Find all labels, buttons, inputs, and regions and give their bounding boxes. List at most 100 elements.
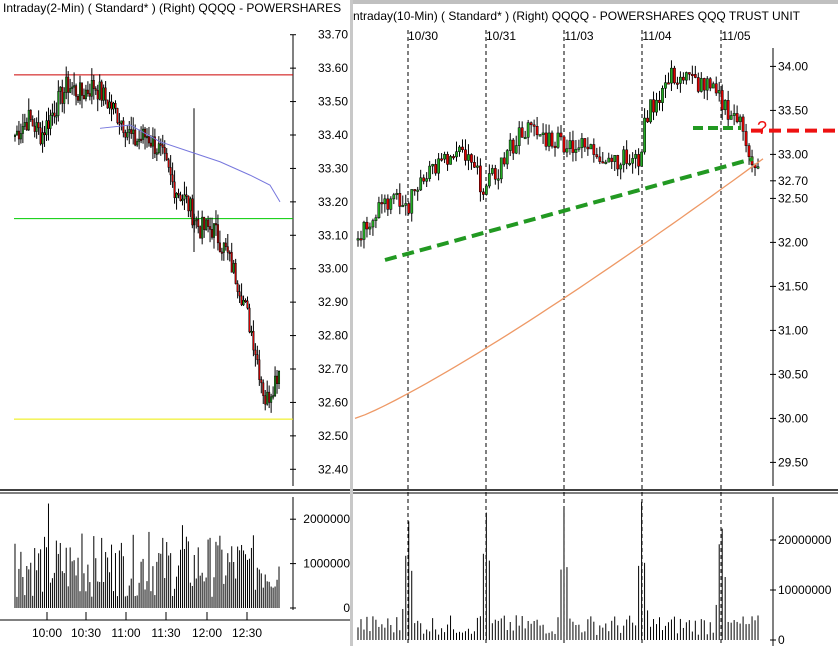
- candle: [502, 157, 506, 165]
- candle: [211, 229, 214, 238]
- price-tick-label: 31.50: [778, 279, 808, 293]
- candle: [511, 139, 515, 154]
- date-tick-label: 10/30: [408, 29, 438, 43]
- candle: [699, 78, 703, 92]
- moving-average-line: [99, 124, 281, 203]
- candle: [481, 191, 485, 195]
- candle: [80, 82, 83, 96]
- candle: [153, 136, 156, 154]
- candle: [732, 113, 736, 116]
- candle: [473, 162, 476, 168]
- price-tick-label: 33.00: [778, 147, 808, 161]
- candle: [667, 82, 670, 85]
- candle: [218, 242, 221, 253]
- candle: [702, 78, 706, 91]
- candle: [467, 154, 470, 161]
- candle: [276, 375, 279, 384]
- candle: [169, 167, 172, 176]
- candle: [266, 391, 269, 405]
- candle: [250, 330, 253, 333]
- price-tick-label: 33.60: [318, 61, 348, 75]
- candle: [371, 220, 375, 228]
- candle: [461, 146, 464, 151]
- candle: [189, 198, 192, 212]
- candle: [380, 202, 384, 205]
- price-tick-label: 32.50: [318, 429, 348, 443]
- candle: [181, 198, 184, 202]
- candle: [222, 242, 225, 253]
- candle: [756, 166, 760, 169]
- candle: [673, 67, 676, 84]
- candle: [556, 132, 560, 148]
- price-tick-label: 33.70: [318, 28, 348, 42]
- price-tick-label: 30.50: [778, 367, 808, 381]
- candle: [63, 92, 66, 104]
- window-titlebar[interactable]: [353, 0, 838, 4]
- date-tick-label: 11/03: [564, 29, 593, 43]
- price-tick-label: 34.00: [778, 59, 808, 73]
- price-tick-label: 33.20: [318, 195, 348, 209]
- candle: [159, 143, 162, 146]
- price-tick-label: 32.70: [318, 362, 348, 376]
- candle: [43, 132, 46, 136]
- candle: [398, 193, 402, 207]
- candle: [173, 181, 176, 199]
- candle: [413, 189, 417, 192]
- candle: [407, 203, 411, 214]
- candle: [676, 82, 679, 85]
- candle: [39, 127, 42, 145]
- date-tick-label: 11/05: [721, 29, 750, 43]
- candle: [100, 81, 103, 101]
- candle: [470, 154, 473, 163]
- candle: [643, 117, 646, 153]
- left-chart-svg[interactable]: 33.70 33.60 33.50 33.40 33.30 33.20 33.10 33.00…: [0, 0, 353, 646]
- candle: [260, 379, 263, 384]
- candle: [729, 115, 733, 120]
- candle: [586, 146, 590, 150]
- candle: [646, 117, 649, 123]
- candle: [577, 147, 581, 150]
- candle: [177, 193, 180, 196]
- candle: [693, 74, 697, 78]
- candle: [126, 131, 129, 138]
- candle: [652, 99, 655, 113]
- volume-tick-label: 10000000: [778, 583, 832, 597]
- candle: [216, 224, 219, 244]
- candle: [505, 150, 509, 165]
- candle: [720, 90, 724, 111]
- candle: [622, 149, 626, 166]
- price-tick-label: 32.60: [318, 395, 348, 409]
- candle: [264, 395, 267, 405]
- time-tick-label: 12:30: [232, 626, 262, 640]
- candle: [738, 116, 742, 123]
- candle: [431, 164, 435, 167]
- candle: [106, 99, 109, 109]
- candle: [136, 141, 139, 146]
- volume-tick-label: 2000000: [303, 512, 350, 526]
- candle: [389, 198, 393, 210]
- candle: [67, 76, 70, 93]
- candle: [33, 125, 36, 132]
- candle: [27, 109, 30, 131]
- candle: [452, 156, 455, 159]
- price-tick-label: 33.50: [318, 95, 348, 109]
- candle: [714, 83, 718, 94]
- candle: [53, 112, 56, 117]
- candle: [610, 157, 614, 162]
- candle: [238, 291, 241, 297]
- candle: [428, 165, 432, 179]
- candle: [356, 238, 360, 241]
- candle: [73, 85, 76, 88]
- candle: [422, 177, 426, 182]
- candle: [526, 122, 530, 138]
- candle: [682, 76, 685, 81]
- candle: [416, 189, 420, 192]
- candle: [167, 159, 170, 168]
- candle: [185, 194, 188, 197]
- candle: [410, 189, 414, 214]
- candle: [220, 251, 223, 254]
- candle: [110, 101, 113, 110]
- panel-splitter[interactable]: [350, 0, 354, 646]
- candle: [226, 246, 229, 253]
- right-chart-svg[interactable]: 10/30 10/31 11/03 11/04 11/05 34.00 33.50 33.00…: [353, 0, 838, 646]
